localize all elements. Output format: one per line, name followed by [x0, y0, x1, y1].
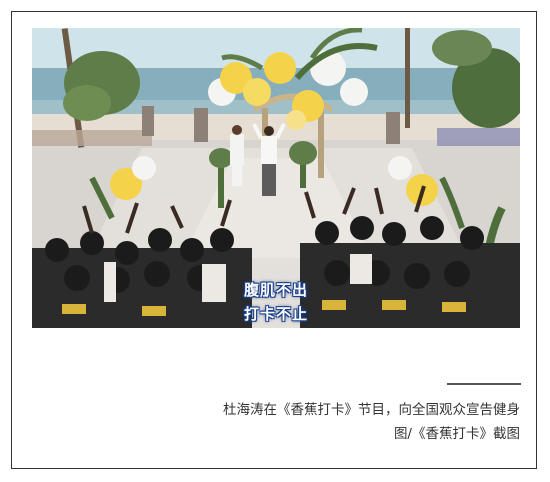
caption-line-1: 杜海涛在《香蕉打卡》节目，向全国观众宣告健身 — [223, 402, 520, 418]
show-screenshot: 腹肌不出 打卡不止 — [32, 28, 520, 328]
person-center-right — [261, 136, 277, 164]
tree-right — [452, 48, 520, 128]
balloon-yellow — [220, 62, 252, 94]
caption-line-2: 图/《香蕉打卡》截图 — [393, 426, 520, 442]
caption-divider — [447, 383, 521, 385]
audience-right — [300, 185, 520, 328]
person-center-left — [230, 134, 244, 166]
audience-left — [32, 199, 252, 328]
